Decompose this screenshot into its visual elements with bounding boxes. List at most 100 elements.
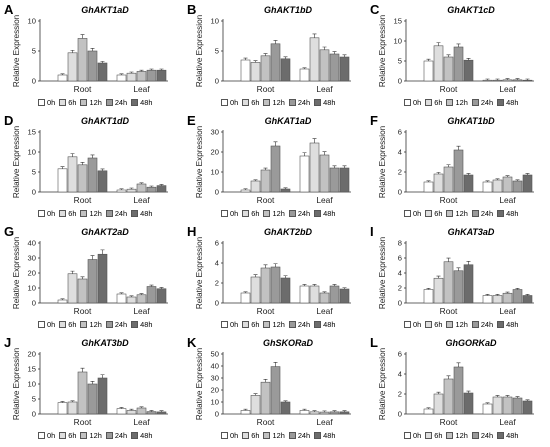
bar-leaf-0h (299, 155, 310, 193)
legend-label: 0h (413, 209, 422, 218)
legend-label: 24h (480, 209, 494, 218)
legend-swatch (314, 210, 322, 217)
bar-leaf-12h (319, 411, 330, 415)
legend-item: 48h (497, 431, 519, 440)
bar-root-24h (87, 383, 98, 415)
error-bar (515, 179, 520, 181)
legend-label: 0h (413, 431, 422, 440)
error-bar (426, 58, 431, 61)
bar-root-0h (57, 299, 68, 304)
legend-swatch (314, 432, 322, 439)
panel-letter: D (4, 113, 14, 128)
error-bar (302, 67, 307, 69)
error-bar (485, 294, 490, 296)
legend-label: 12h (89, 431, 102, 440)
bar-root-12h (77, 278, 88, 304)
error-bar (332, 410, 337, 412)
error-bar (525, 294, 530, 296)
bar-leaf-12h (502, 79, 513, 82)
y-tick-label: 4 (215, 259, 219, 268)
chart-title: GhAKT2aD (81, 227, 129, 237)
bar-root-6h (67, 273, 78, 304)
legend-item: 24h (105, 431, 127, 440)
chart-title: GhKAT1aD (264, 116, 312, 126)
bar-root-6h (433, 45, 444, 82)
legend-swatch (59, 321, 67, 328)
y-tick-label: 40 (28, 239, 36, 248)
chart-title: GhKAT1bD (447, 116, 495, 126)
error-bar (426, 287, 431, 290)
bar-leaf-6h (492, 179, 503, 193)
error-bar (119, 292, 124, 294)
legend-item: 6h (425, 320, 442, 329)
legend-swatch (471, 321, 479, 328)
bar-root-24h (453, 366, 464, 415)
legend: 0h 6h 12h 24h 48h (221, 98, 336, 107)
legend-swatch (497, 432, 505, 439)
legend: 0h 6h 12h 24h 48h (221, 320, 336, 329)
error-bar (456, 43, 461, 47)
y-tick-label: 10 (28, 17, 36, 26)
error-bar (485, 180, 490, 182)
panel-letter: A (4, 2, 14, 17)
legend-label: 12h (89, 98, 102, 107)
legend-swatch (404, 210, 411, 217)
legend-swatch (314, 99, 322, 106)
bar-root-24h (87, 157, 98, 193)
legend-label: 0h (230, 320, 239, 329)
y-axis-label: Relative Expression (378, 125, 387, 198)
x-tick-label: Leaf (316, 306, 333, 316)
y-axis-label: Relative Expression (378, 14, 387, 87)
error-bar (149, 68, 154, 71)
legend-label: 48h (323, 209, 336, 218)
error-bar (312, 410, 317, 412)
legend-swatch (131, 210, 139, 217)
error-bar (342, 165, 347, 168)
legend-swatch (288, 432, 296, 439)
legend-label: 24h (480, 98, 494, 107)
error-bar (342, 410, 347, 412)
legend-item: 6h (242, 431, 259, 440)
y-tick-label: 2 (398, 390, 402, 399)
error-bar (100, 249, 105, 255)
chart-title: GhKAT3aD (447, 227, 495, 237)
legend-item: 24h (105, 320, 127, 329)
bar-chart: 0 5 10 15 20 Relative Expression Root Leaf (12, 347, 168, 427)
y-tick-label: 5 (215, 47, 219, 56)
legend-swatch (80, 99, 88, 106)
error-bar (273, 362, 278, 367)
bar-leaf-24h (512, 79, 523, 82)
legend-label: 24h (297, 320, 311, 329)
error-bar (149, 410, 154, 412)
error-bar (80, 367, 85, 372)
y-tick-label: 2 (215, 279, 219, 288)
y-tick-label: 10 (28, 284, 36, 293)
x-tick-label: Leaf (499, 195, 516, 205)
legend-label: 0h (413, 320, 422, 329)
bar-root-48h (97, 62, 108, 82)
legend-swatch (221, 432, 228, 439)
y-tick-label: 0 (32, 188, 36, 197)
x-tick-label: Root (257, 84, 275, 94)
x-tick-label: Leaf (133, 417, 150, 427)
error-bar (159, 287, 164, 289)
chart-title: GhGORKaD (445, 338, 497, 348)
y-tick-label: 10 (211, 17, 219, 26)
legend-label: 24h (480, 431, 494, 440)
bar-root-0h (57, 168, 68, 193)
y-tick-label: 6 (215, 239, 219, 248)
legend-item: 0h (221, 320, 238, 329)
error-bar (253, 393, 258, 396)
error-bar (243, 408, 248, 411)
legend-swatch (288, 99, 296, 106)
error-bar (436, 391, 441, 394)
y-tick-label: 0 (32, 299, 36, 308)
bar-chart: 0 5 10 15 Relative Expression Root Leaf (12, 125, 168, 205)
panel-c: C GhAKT1cD 0 5 10 15 Relative Expression Root Le… (366, 2, 546, 114)
error-bar (495, 178, 500, 180)
legend-label: 48h (140, 431, 153, 440)
error-bar (515, 78, 520, 80)
panel-j: J GhKAT3bD 0 5 10 15 20 Relative Expression Root… (0, 335, 180, 447)
error-bar (332, 284, 337, 286)
panel-letter: B (187, 2, 197, 17)
